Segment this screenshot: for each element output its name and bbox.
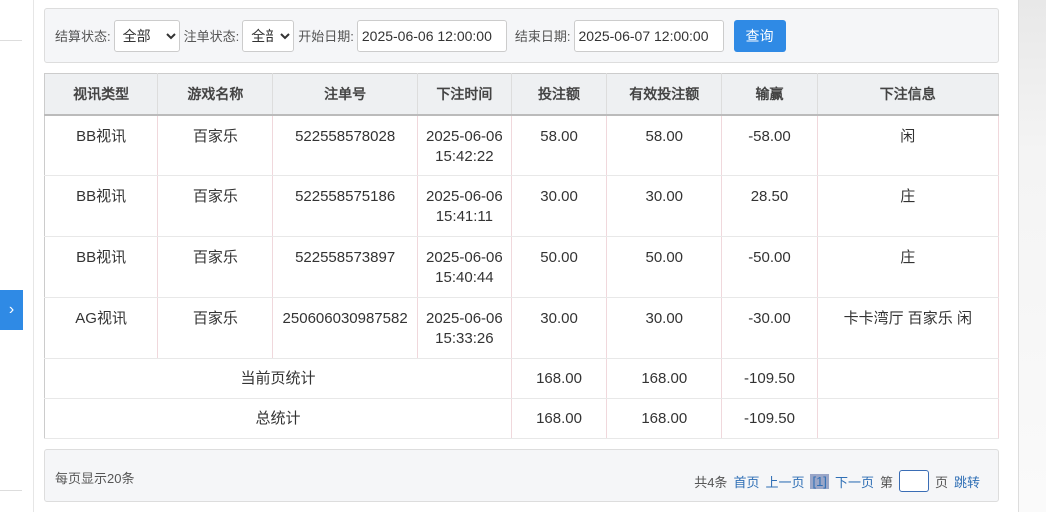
column-header: 投注额 [511,73,608,116]
table-cell: 50.00 [606,236,723,298]
start-date-input[interactable] [356,19,507,52]
total-row: 总统计 168.00 168.00 -109.50 [44,398,1000,439]
bet-status-select[interactable]: 全部 [242,19,295,52]
prev-page-link[interactable]: 上一页 [765,474,805,490]
table-cell: BB视讯 [44,114,159,176]
table-cell: 30.00 [511,297,608,359]
column-header: 游戏名称 [157,73,274,116]
table-cell: 30.00 [511,175,608,237]
summary-bet: 168.00 [511,358,608,399]
total-count: 共4条 [694,474,728,490]
page-total-row: 当前页统计 168.00 168.00 -109.50 [44,358,1000,399]
table-cell: 卡卡湾厅 百家乐 闲 [817,297,1000,359]
table-cell: BB视讯 [44,175,159,237]
bet-records-table: 视讯类型 游戏名称 注单号 下注时间 投注额 有效投注额 输赢 下注信息 BB视讯 百家乐 522… [44,73,1000,439]
column-header: 有效投注额 [606,73,723,116]
table-row: AG视讯 百家乐 250606030987582 2025-06-06 15:33:2… [44,297,1000,359]
table-row: BB视讯 百家乐 522558575186 2025-06-06 15:41:11 30… [44,175,1000,237]
start-date-label: 开始日期: [298,29,354,44]
table-cell: 2025-06-06 15:33:26 [417,297,512,359]
table-cell: -58.00 [721,114,818,176]
filter-bar: 结算状态: 全部 注单状态: 全部 开始日期: 结束日期: 查询 [44,8,999,63]
jump-link[interactable]: 跳转 [953,474,980,490]
column-header: 输赢 [721,73,818,116]
table-cell: 50.00 [511,236,608,298]
page-number-input[interactable] [898,470,929,492]
settle-status-select[interactable]: 全部 [113,19,180,52]
end-date-input[interactable] [573,19,724,52]
column-header: 注单号 [272,73,418,116]
summary-valid: 168.00 [606,358,723,399]
table-cell: 庄 [817,175,1000,237]
table-cell: 2025-06-06 15:42:22 [417,114,512,176]
end-date-label: 结束日期: [514,29,571,44]
right-panel [1018,0,1046,512]
first-page-link[interactable]: 首页 [733,474,760,490]
next-page-link[interactable]: 下一页 [834,474,874,490]
summary-win: -109.50 [721,398,818,439]
table-cell: 58.00 [606,114,723,176]
summary-empty [817,398,1000,439]
column-header: 下注时间 [417,73,512,116]
table-row: BB视讯 百家乐 522558578028 2025-06-06 15:42:22 58… [44,114,1000,176]
table-cell: 522558575186 [272,175,418,237]
settle-status-label: 结算状态: [55,29,111,44]
summary-valid: 168.00 [606,398,723,439]
column-header: 下注信息 [817,73,1000,116]
query-button[interactable]: 查询 [733,19,786,52]
table-cell: 30.00 [606,175,723,237]
table-cell: -30.00 [721,297,818,359]
summary-win: -109.50 [721,358,818,399]
sidebar-toggle-chevron-right-icon[interactable]: › [0,290,23,330]
table-cell: 30.00 [606,297,723,359]
summary-empty [817,358,1000,399]
table-cell: 28.50 [721,175,818,237]
table-row: BB视讯 百家乐 522558573897 2025-06-06 15:40:44 50… [44,236,1000,298]
table-cell: 百家乐 [157,236,274,298]
table-cell: 2025-06-06 15:41:11 [417,175,512,237]
page-suffix: 页 [934,474,948,490]
table-cell: 闲 [817,114,1000,176]
table-cell: BB视讯 [44,236,159,298]
summary-label: 当前页统计 [44,358,512,399]
bet-status-label: 注单状态: [183,29,240,44]
page-prefix: 第 [879,474,893,490]
table-cell: 庄 [817,236,1000,298]
table-cell: 522558578028 [272,114,418,176]
table-cell: 百家乐 [157,114,274,176]
table-cell: 百家乐 [157,297,274,359]
table-cell: 58.00 [511,114,608,176]
left-sidebar [0,0,34,512]
summary-label: 总统计 [44,398,512,439]
table-cell: 2025-06-06 15:40:44 [417,236,512,298]
table-cell: 250606030987582 [272,297,418,359]
table-cell: 百家乐 [157,175,274,237]
table-cell: 522558573897 [272,236,418,298]
column-header: 视讯类型 [44,73,159,116]
table-cell: -50.00 [721,236,818,298]
pagination-bar: 每页显示20条 共4条 首页 上一页 [1] 下一页 第 页 跳转 [44,449,999,502]
current-page[interactable]: [1] [810,473,829,489]
per-page-text: 每页显示20条 [55,471,135,486]
table-cell: AG视讯 [44,297,159,359]
summary-bet: 168.00 [511,398,608,439]
